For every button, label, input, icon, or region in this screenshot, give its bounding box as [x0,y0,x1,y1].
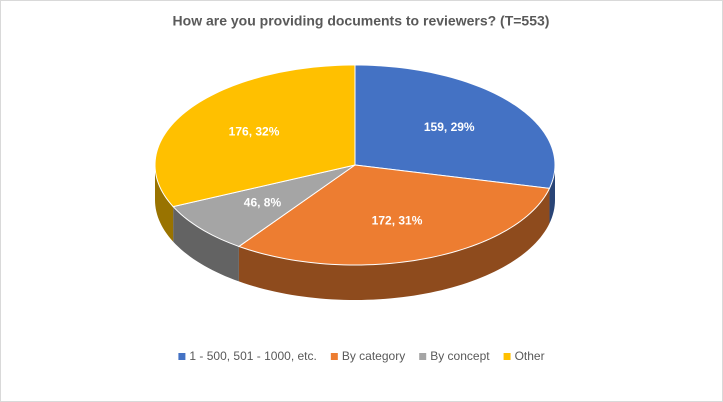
legend-label: Other [515,349,545,363]
legend-label: By category [342,349,405,363]
slice [354,64,556,189]
data-label: 159, 29% [424,120,475,134]
legend-swatch [330,353,338,360]
slice-side [238,188,550,300]
legend-swatch [419,353,427,360]
slice-side [549,165,555,224]
slice [154,64,356,208]
legend: 1 - 500, 501 - 1000, etc. By category By c… [178,349,545,363]
slice [237,164,551,266]
legend-label: By concept [430,349,490,363]
chart-title: How are you providing documents to revie… [173,13,550,29]
legend-swatch [178,353,186,360]
legend-swatch [503,353,511,360]
slice-side [155,165,174,242]
data-label: 46, 8% [244,195,282,209]
slice-side [173,206,239,282]
slice [172,164,356,247]
data-label: 172, 31% [372,213,423,227]
legend-label: 1 - 500, 501 - 1000, etc. [189,349,316,363]
data-label: 176, 32% [229,125,280,139]
